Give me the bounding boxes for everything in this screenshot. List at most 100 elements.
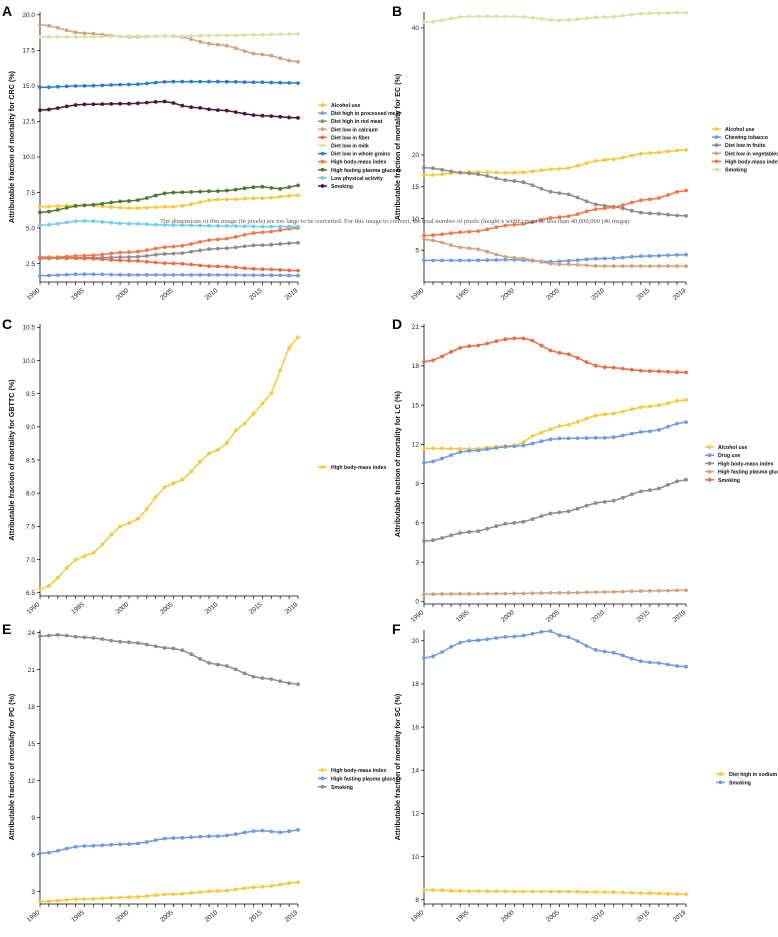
data-point — [198, 273, 203, 277]
series-diet-high-in-sodium — [422, 888, 688, 897]
data-point — [118, 272, 122, 277]
data-point — [575, 195, 580, 200]
data-point — [503, 170, 508, 175]
data-point — [189, 242, 194, 246]
data-point — [593, 590, 598, 594]
data-point — [171, 646, 176, 651]
data-point — [260, 230, 265, 235]
data-point — [530, 517, 535, 522]
data-point — [73, 272, 78, 277]
data-point — [251, 224, 256, 229]
series-line — [423, 149, 687, 177]
data-point — [620, 495, 625, 500]
data-point — [548, 427, 553, 432]
data-point — [530, 15, 535, 20]
data-point — [648, 211, 652, 216]
data-point — [136, 198, 140, 203]
legend: High body-mass index High fasting plasma … — [318, 768, 401, 791]
data-point — [162, 99, 167, 104]
data-point — [136, 34, 140, 39]
series-high-body-mass-index — [38, 880, 300, 904]
series-line — [39, 100, 299, 119]
data-point — [136, 254, 140, 259]
data-point — [118, 895, 122, 900]
data-point — [55, 848, 60, 853]
data-point — [100, 637, 105, 641]
data-point — [539, 514, 544, 518]
data-point — [55, 35, 60, 39]
data-point — [467, 449, 472, 453]
data-point — [269, 224, 274, 229]
data-point — [666, 11, 670, 15]
data-point — [38, 22, 42, 27]
legend-label: Smoking — [331, 785, 353, 791]
data-point — [530, 338, 535, 343]
data-point — [38, 223, 42, 228]
data-point — [224, 188, 229, 193]
data-point — [503, 889, 508, 894]
data-point — [100, 83, 105, 88]
data-point — [675, 190, 679, 194]
data-point — [144, 894, 149, 898]
data-point — [269, 267, 274, 272]
data-point — [467, 530, 472, 534]
data-point — [109, 34, 114, 39]
legend-label: Smoking — [729, 780, 751, 786]
data-point — [648, 151, 652, 155]
data-point — [476, 229, 481, 234]
data-point — [458, 15, 462, 19]
data-point — [602, 206, 607, 211]
data-point — [584, 360, 589, 364]
series-line — [39, 80, 299, 89]
data-point — [251, 113, 256, 117]
panel-letter-b: B — [392, 3, 402, 19]
data-point — [593, 890, 598, 894]
y-tick-label: 40 — [412, 25, 420, 32]
series-line — [39, 24, 299, 63]
data-point — [216, 834, 220, 838]
x-tick-label: 2019 — [672, 609, 688, 624]
data-point — [55, 633, 60, 637]
data-point — [648, 264, 652, 268]
data-point — [47, 23, 51, 28]
series-diet-high-in-processed-meat — [38, 272, 300, 278]
data-point — [242, 671, 247, 676]
data-point — [100, 257, 105, 262]
data-point — [476, 258, 481, 263]
legend-swatch-dot — [320, 167, 325, 172]
y-tick-label: 10.0 — [22, 154, 35, 161]
data-point — [296, 59, 300, 64]
data-point — [153, 838, 158, 842]
data-point — [648, 369, 652, 373]
legend-swatch-dot — [320, 159, 325, 164]
data-point — [530, 169, 535, 174]
data-point — [296, 224, 300, 229]
y-tick-label: 17.5 — [22, 48, 35, 55]
data-point — [180, 648, 185, 653]
data-point — [539, 630, 544, 634]
data-point — [251, 51, 256, 56]
data-point — [171, 101, 176, 105]
data-point — [162, 892, 167, 897]
data-point — [216, 33, 220, 38]
data-point — [171, 273, 176, 277]
data-point — [38, 255, 42, 260]
data-point — [224, 236, 229, 241]
data-point — [666, 662, 670, 667]
data-point — [207, 273, 211, 277]
data-point — [233, 273, 238, 277]
data-point — [91, 550, 96, 555]
data-point — [287, 81, 291, 85]
y-tick-label: 6 — [31, 852, 35, 859]
data-point — [162, 80, 167, 84]
data-point — [278, 368, 283, 373]
x-tick-label: 1995 — [455, 909, 471, 924]
x-tick-label: 1990 — [26, 909, 42, 924]
data-point — [675, 399, 679, 403]
data-point — [575, 263, 580, 267]
x-tick-label: 2000 — [500, 909, 516, 924]
data-point — [287, 32, 291, 36]
data-point — [684, 252, 688, 257]
data-point — [109, 532, 114, 537]
data-point — [675, 10, 679, 15]
